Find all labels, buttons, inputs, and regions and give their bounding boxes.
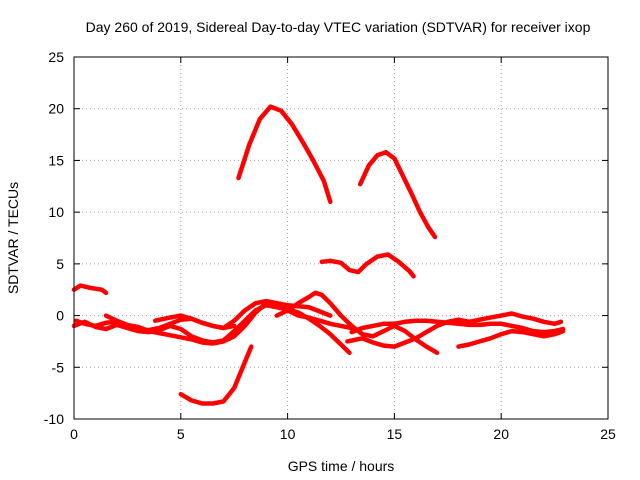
y-tick-label: 15 xyxy=(48,152,64,168)
y-tick-label: 5 xyxy=(56,256,64,272)
plot-frame xyxy=(73,56,609,420)
chart-title: Day 260 of 2019, Sidereal Day-to-day VTE… xyxy=(86,19,591,35)
axis-ticks: 0 5 10 15 20 25 -10 -5 0 5 10 15 20 25 xyxy=(44,49,616,442)
series-line-arc-13 xyxy=(152,313,237,331)
series-line-arc-12 xyxy=(456,328,566,349)
x-tick-label: 10 xyxy=(280,426,296,442)
y-tick-label: 10 xyxy=(48,204,64,220)
y-tick-label: 25 xyxy=(48,49,64,65)
y-tick-label: -5 xyxy=(52,359,65,375)
series-line-arc-10 xyxy=(345,311,564,349)
y-tick-label: -10 xyxy=(44,411,64,427)
series-line-arc-9 xyxy=(274,290,440,356)
series-line-arc-3 xyxy=(319,252,416,279)
series-line-arc-1 xyxy=(236,104,333,205)
y-axis-label: SDTVAR / TECUs xyxy=(5,182,21,294)
series-group xyxy=(71,104,566,406)
series-line-arc-11 xyxy=(349,318,566,335)
series-line-arc-4 xyxy=(178,344,254,406)
series-line-arc-2 xyxy=(357,149,438,240)
series-line-arc-5 xyxy=(71,283,109,296)
x-tick-label: 0 xyxy=(70,426,78,442)
x-tick-label: 5 xyxy=(177,426,185,442)
series-line-arc-8 xyxy=(103,300,354,346)
x-tick-label: 20 xyxy=(493,426,509,442)
y-tick-label: 0 xyxy=(56,308,64,324)
grid xyxy=(74,57,608,419)
y-tick-label: 20 xyxy=(48,101,64,117)
x-tick-label: 15 xyxy=(387,426,403,442)
x-tick-label: 25 xyxy=(600,426,616,442)
x-axis-label: GPS time / hours xyxy=(288,458,395,474)
